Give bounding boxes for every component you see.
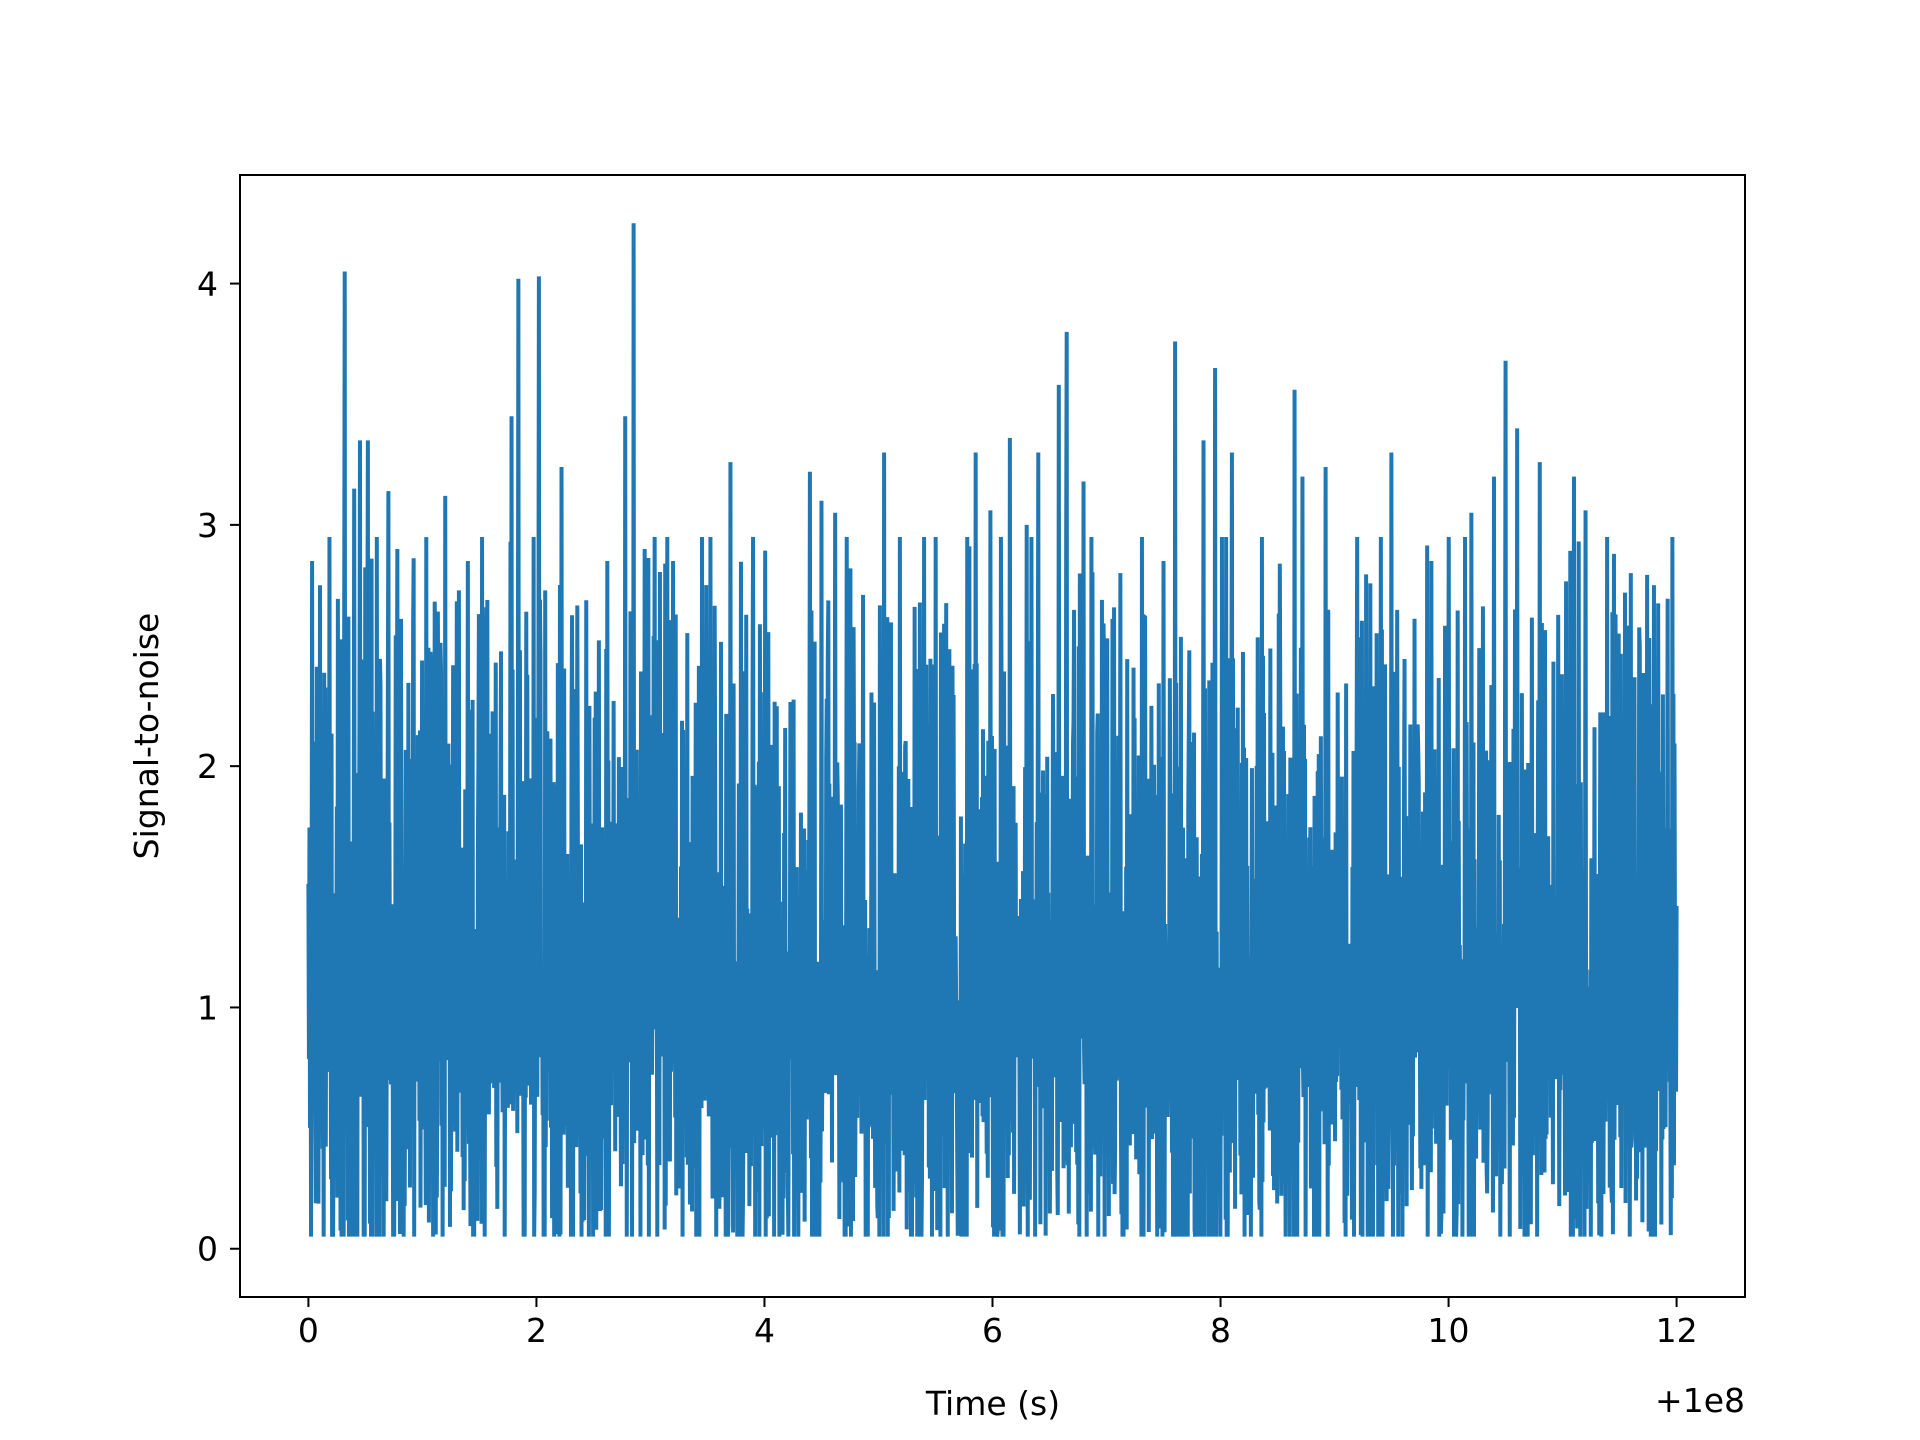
x-tick-label: 8 (1210, 1311, 1231, 1350)
plot-area (306, 223, 1679, 1237)
y-tick-label: 4 (197, 265, 218, 304)
x-tick-label: 0 (298, 1311, 319, 1350)
x-tick-label: 2 (526, 1311, 547, 1350)
x-tick-label: 4 (754, 1311, 775, 1350)
x-tick-label: 6 (982, 1311, 1003, 1350)
y-axis-label: Signal-to-noise (127, 613, 166, 860)
x-axis-offset-label: +1e8 (1655, 1381, 1745, 1420)
x-axis: 0 2 4 6 8 10 12 (298, 1297, 1698, 1350)
x-tick-label: 12 (1656, 1311, 1698, 1350)
y-tick-label: 1 (197, 988, 218, 1027)
y-axis: 0 1 2 3 4 (197, 265, 240, 1269)
y-tick-label: 3 (197, 506, 218, 545)
x-axis-label: Time (s) (925, 1384, 1060, 1423)
y-tick-label: 2 (197, 747, 218, 786)
x-tick-label: 10 (1428, 1311, 1470, 1350)
y-tick-label: 0 (197, 1230, 218, 1269)
snr-series-line (306, 223, 1679, 1237)
